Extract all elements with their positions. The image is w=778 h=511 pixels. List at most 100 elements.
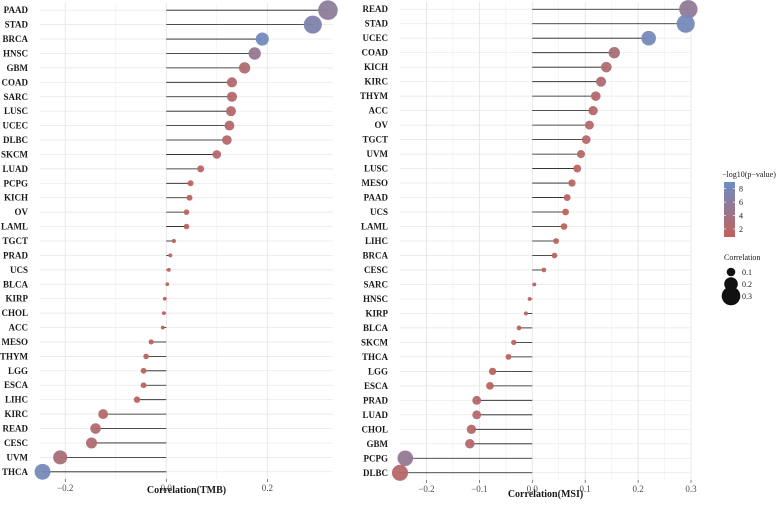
- ytick-label-cesc: CESC: [364, 265, 388, 275]
- ytick-label-esca: ESCA: [364, 381, 389, 391]
- point-blca: [516, 325, 522, 331]
- point-coad: [226, 77, 238, 88]
- ytick-label-ov: OV: [375, 120, 389, 130]
- colorbar-tick-label: 4: [739, 212, 743, 221]
- point-tgct: [581, 135, 591, 144]
- point-paad: [563, 194, 571, 201]
- ytick-label-chol: CHOL: [1, 308, 28, 318]
- point-lusc: [573, 164, 582, 173]
- point-kich: [601, 61, 612, 73]
- ytick-label-lusc: LUSC: [4, 106, 28, 116]
- ytick-label-luad: LUAD: [2, 164, 28, 174]
- tmb-correlation-panel: PAAD STAD BRCA HNSC GBM COAD SARC LUSC UCEC DLBC S…: [0, 0, 338, 496]
- point-lihc: [553, 238, 560, 244]
- point-lihc: [133, 396, 141, 403]
- point-paad: [318, 0, 338, 21]
- point-hnsc: [248, 47, 261, 60]
- point-ov: [584, 120, 594, 130]
- ytick-label-ucs: UCS: [370, 207, 388, 217]
- point-gbm: [238, 62, 251, 74]
- point-meso: [568, 179, 576, 187]
- ytick-label-hnsc: HNSC: [363, 294, 388, 304]
- point-pcpg: [397, 450, 414, 467]
- point-lgg: [140, 367, 147, 374]
- x-axis-title: Correlation(TMB): [147, 485, 226, 496]
- point-gbm: [465, 439, 475, 449]
- ytick-label-lgg: LGG: [8, 366, 28, 376]
- ytick-label-dlbc: DLBC: [3, 135, 28, 145]
- size-legend-label: 0.1: [742, 268, 752, 277]
- point-lgg: [488, 367, 497, 376]
- ytick-label-lusc: LUSC: [364, 164, 388, 174]
- size-legend-dot: [726, 267, 736, 277]
- point-luad: [197, 165, 205, 173]
- point-sarc: [532, 282, 537, 287]
- ytick-label-thym: THYM: [360, 91, 389, 101]
- point-acc: [588, 105, 598, 116]
- point-ucs: [562, 208, 569, 216]
- ytick-label-skcm: SKCM: [1, 149, 29, 159]
- point-chol: [466, 424, 477, 434]
- ytick-label-pcpg: PCPG: [364, 453, 389, 463]
- point-thym: [143, 353, 149, 360]
- xtick-label: 0.3: [685, 484, 697, 494]
- ytick-label-thca: THCA: [362, 352, 389, 362]
- ytick-label-thym: THYM: [0, 351, 29, 361]
- point-thca: [34, 463, 51, 480]
- ytick-label-stad: STAD: [5, 20, 29, 30]
- ytick-label-kich: KICH: [364, 62, 388, 72]
- ytick-label-ov: OV: [15, 207, 29, 217]
- point-pcpg: [187, 180, 194, 187]
- point-brca: [255, 32, 269, 46]
- point-thca: [505, 353, 512, 360]
- point-stad: [676, 14, 695, 33]
- ytick-label-prad: PRAD: [3, 250, 28, 260]
- ytick-label-brca: BRCA: [2, 34, 28, 44]
- ytick-label-coad: COAD: [362, 48, 389, 58]
- ytick-label-uvm: UVM: [367, 149, 389, 159]
- point-kirp: [162, 296, 167, 301]
- ytick-label-esca: ESCA: [4, 380, 29, 390]
- ytick-label-ucs: UCS: [10, 265, 28, 275]
- ytick-label-kirp: KIRP: [366, 308, 389, 318]
- ytick-label-chol: CHOL: [361, 424, 388, 434]
- colorbar-tick-label: 8: [739, 185, 743, 194]
- ytick-label-read: READ: [362, 4, 388, 14]
- point-read: [90, 423, 101, 434]
- colorbar-tick-label: 6: [739, 198, 743, 207]
- ytick-label-lihc: LIHC: [5, 395, 28, 405]
- point-prad: [168, 253, 173, 258]
- point-blca: [165, 282, 170, 287]
- point-dlbc: [391, 464, 409, 481]
- ytick-label-paad: PAAD: [4, 5, 29, 15]
- point-kich: [186, 194, 193, 201]
- point-tgct: [171, 238, 177, 244]
- ytick-label-meso: MESO: [361, 178, 388, 188]
- ytick-label-gbm: GBM: [7, 63, 29, 73]
- ytick-label-laml: LAML: [1, 222, 28, 232]
- point-esca: [140, 382, 147, 389]
- color-legend-title: −log10(p−value): [722, 170, 776, 179]
- ytick-label-stad: STAD: [365, 19, 389, 29]
- point-skcm: [511, 339, 517, 346]
- point-read: [679, 0, 698, 19]
- ytick-label-pcpg: PCPG: [4, 178, 29, 188]
- point-cesc: [541, 267, 547, 273]
- x-axis-title: Correlation(MSI): [508, 489, 583, 500]
- point-ucs: [166, 267, 171, 272]
- legend: −log10(p−value) 8 6 4 2 Correlation 0.1 0.2 0.3: [721, 170, 776, 306]
- ytick-label-acc: ACC: [369, 106, 389, 116]
- point-uvm: [53, 450, 68, 465]
- ytick-label-ucec: UCEC: [2, 121, 28, 131]
- ytick-label-blca: BLCA: [363, 323, 389, 333]
- ytick-label-hnsc: HNSC: [3, 48, 28, 58]
- point-kirc: [596, 76, 607, 87]
- ytick-label-tgct: TGCT: [362, 135, 388, 145]
- ytick-label-dlbc: DLBC: [363, 468, 388, 478]
- point-thym: [590, 91, 601, 101]
- ytick-label-lgg: LGG: [368, 366, 388, 376]
- ytick-label-kirp: KIRP: [6, 294, 29, 304]
- xtick-label: 0.0: [161, 483, 173, 493]
